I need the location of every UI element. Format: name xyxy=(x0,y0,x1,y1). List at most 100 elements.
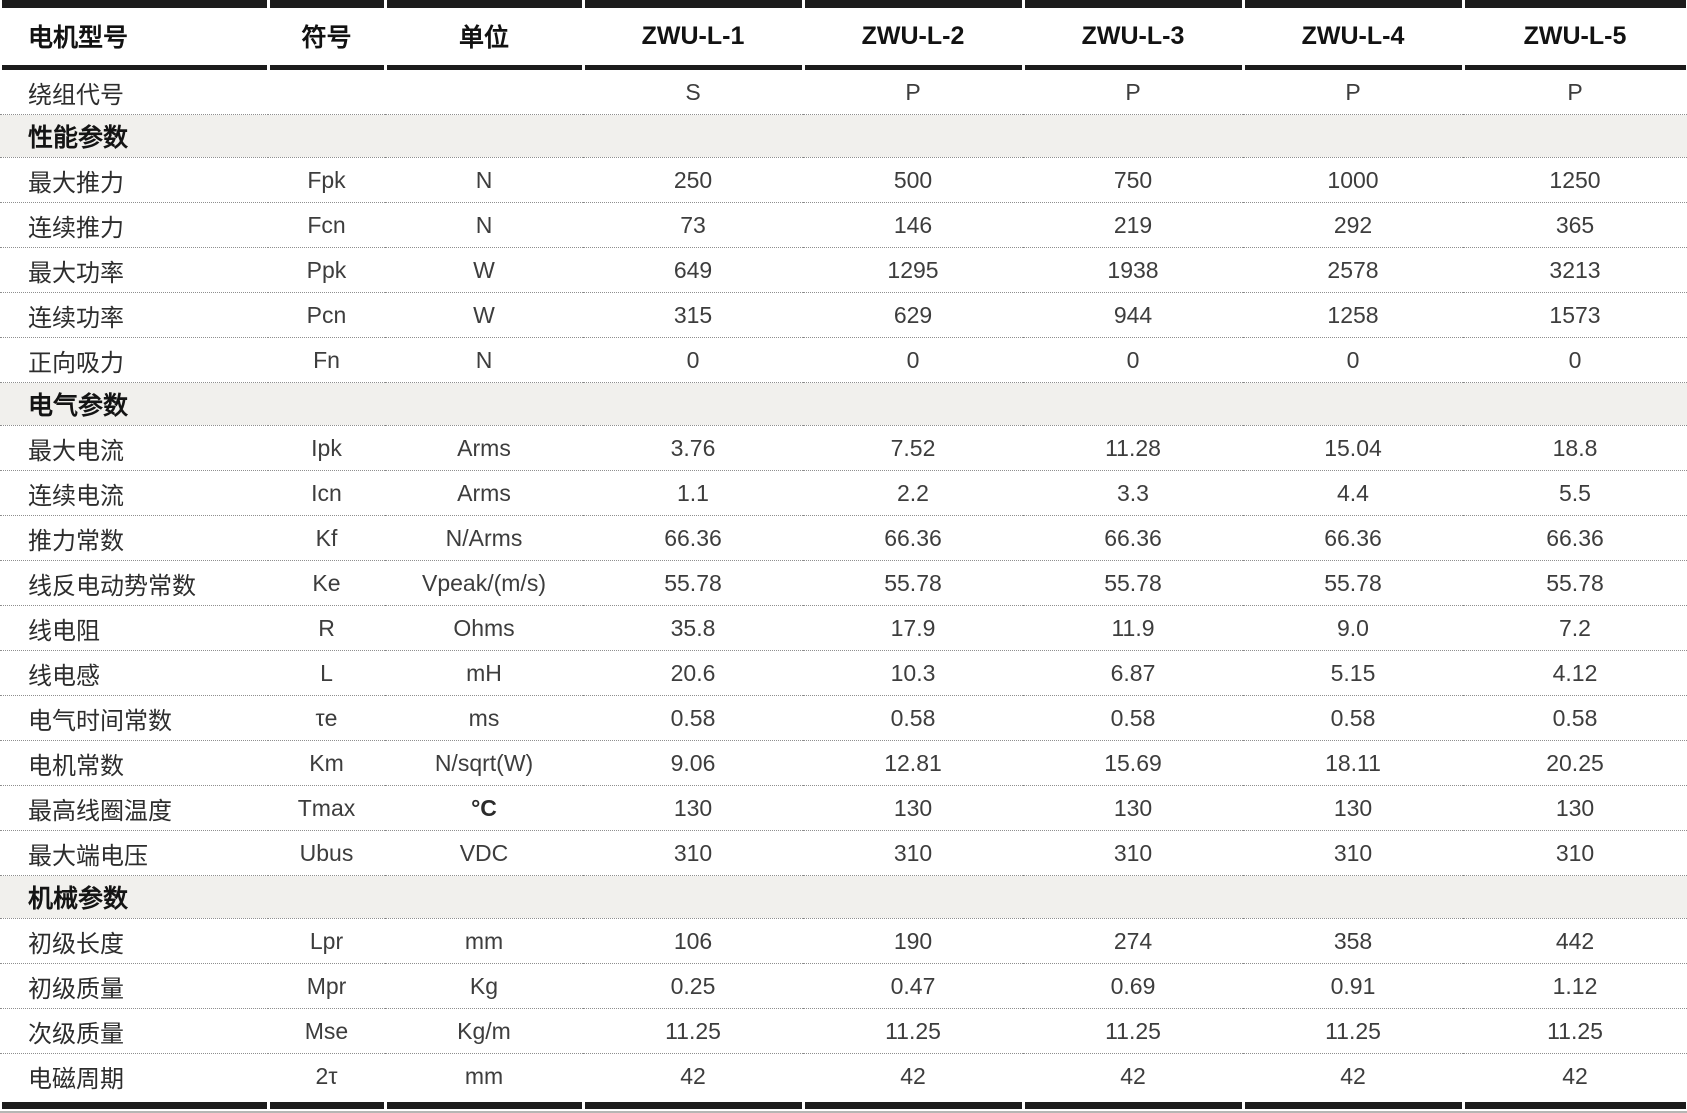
param-value: 4.12 xyxy=(1552,659,1598,686)
table-row: 线反电动势常数 Ke Vpeak/(m/s) 55.78 55.78 55.78 55.78… xyxy=(0,561,1687,606)
param-value: 10.3 xyxy=(890,659,936,686)
param-name: 连续电流 xyxy=(28,482,124,510)
param-value: 73 xyxy=(680,211,706,238)
header-model-zwu-l-5: ZWU-L-5 xyxy=(1463,0,1687,70)
param-value: 6.87 xyxy=(1110,659,1156,686)
param-symbol: Icn xyxy=(311,479,342,506)
param-value: S xyxy=(685,78,701,105)
param-symbol xyxy=(268,70,385,115)
param-symbol: Pcn xyxy=(306,301,347,328)
table-row: 电气时间常数 τe ms 0.58 0.58 0.58 0.58 0.58 xyxy=(0,696,1687,741)
param-value: 66.36 xyxy=(884,524,942,551)
param-unit: ms xyxy=(468,704,500,731)
param-unit: W xyxy=(473,301,495,328)
param-name: 次级质量 xyxy=(28,1020,124,1048)
param-value: 750 xyxy=(1113,166,1153,193)
param-value: P xyxy=(1567,78,1583,105)
param-value: 130 xyxy=(893,794,933,821)
param-value: 17.9 xyxy=(890,614,936,641)
param-symbol: R xyxy=(318,614,335,641)
param-unit: mm xyxy=(464,927,504,954)
param-value: 11.25 xyxy=(885,1017,941,1044)
section-label: 性能参数 xyxy=(0,114,1687,158)
param-value: 190 xyxy=(893,927,933,954)
param-name: 最大推力 xyxy=(28,169,124,197)
param-value: 18.8 xyxy=(1552,434,1598,461)
param-value: 11.9 xyxy=(1111,614,1155,641)
param-value: 66.36 xyxy=(1546,524,1604,551)
param-value: P xyxy=(1345,78,1361,105)
param-unit: N xyxy=(475,211,493,238)
param-unit xyxy=(385,70,583,115)
param-symbol: Tmax xyxy=(297,794,356,821)
table-row: 连续电流 Icn Arms 1.1 2.2 3.3 4.4 5.5 xyxy=(0,471,1687,516)
param-value: 3.3 xyxy=(1117,479,1149,506)
param-value: 11.25 xyxy=(1547,1017,1603,1044)
param-value: 15.04 xyxy=(1324,434,1382,461)
param-value: 42 xyxy=(1023,1053,1243,1109)
param-symbol: Ipk xyxy=(311,434,342,461)
param-name: 电气时间常数 xyxy=(28,707,172,735)
param-value: 1258 xyxy=(1327,301,1379,328)
param-value: 0.58 xyxy=(1110,704,1156,731)
header-model-zwu-l-4: ZWU-L-4 xyxy=(1243,0,1463,70)
param-name: 电磁周期 xyxy=(0,1053,268,1109)
param-value: 7.52 xyxy=(890,434,936,461)
param-value: 0 xyxy=(1568,346,1582,373)
param-value: 12.81 xyxy=(884,749,942,776)
param-value: 219 xyxy=(1113,211,1153,238)
header-row: 电机型号 符号 单位 ZWU-L-1 ZWU-L-2 ZWU-L-3 ZWU-L… xyxy=(0,0,1687,70)
param-value: 0.58 xyxy=(890,704,936,731)
param-value: 42 xyxy=(803,1053,1023,1109)
param-unit: N/Arms xyxy=(445,524,523,551)
param-value: 0.58 xyxy=(670,704,716,731)
param-symbol: Fcn xyxy=(307,211,346,238)
table-row: 线电阻 R Ohms 35.8 17.9 11.9 9.0 7.2 xyxy=(0,606,1687,651)
param-unit: Ohms xyxy=(453,614,515,641)
param-value: 1.12 xyxy=(1552,972,1598,999)
table-row: 初级质量 Mpr Kg 0.25 0.47 0.69 0.91 1.12 xyxy=(0,964,1687,1009)
param-symbol: Fn xyxy=(313,346,340,373)
table-header: 电机型号 符号 单位 ZWU-L-1 ZWU-L-2 ZWU-L-3 ZWU-L… xyxy=(0,0,1687,70)
param-value: 310 xyxy=(1555,839,1595,866)
param-value: 20.25 xyxy=(1546,749,1604,776)
param-value: 0 xyxy=(686,346,700,373)
table-row: 最大端电压 Ubus VDC 310 310 310 310 310 xyxy=(0,831,1687,876)
param-value: 11.25 xyxy=(1325,1017,1381,1044)
param-value: 292 xyxy=(1333,211,1373,238)
param-name: 线电阻 xyxy=(28,617,100,645)
header-motor-model: 电机型号 xyxy=(0,0,268,70)
param-value: 2578 xyxy=(1327,256,1379,283)
param-unit: Arms xyxy=(457,479,511,506)
param-value: 1000 xyxy=(1327,166,1379,193)
param-name: 推力常数 xyxy=(28,527,124,555)
param-name: 线反电动势常数 xyxy=(28,572,196,600)
param-value: 130 xyxy=(1333,794,1373,821)
table-body: 绕组代号 S P P P P 性能参数 最大推力 Fpk N 250 500 750 1000 1250 连续… xyxy=(0,70,1687,1109)
param-value: 315 xyxy=(673,301,713,328)
param-value: 649 xyxy=(673,256,713,283)
table-row: 连续推力 Fcn N 73 146 219 292 365 xyxy=(0,203,1687,248)
param-value: 0.69 xyxy=(1110,972,1156,999)
param-value: 55.78 xyxy=(884,569,942,596)
param-value: 9.06 xyxy=(670,749,716,776)
param-value: 55.78 xyxy=(1546,569,1604,596)
param-unit: N xyxy=(475,166,493,193)
section-label: 电气参数 xyxy=(0,382,1687,426)
param-value: 5.15 xyxy=(1330,659,1376,686)
param-value: 0.58 xyxy=(1552,704,1598,731)
param-name: 连续推力 xyxy=(28,214,124,242)
param-unit: Arms xyxy=(457,434,511,461)
param-value: 42 xyxy=(1463,1053,1687,1109)
param-value: 55.78 xyxy=(1324,569,1382,596)
param-value: 3213 xyxy=(1549,256,1601,283)
param-value: 5.5 xyxy=(1559,479,1591,506)
param-symbol: Km xyxy=(309,749,344,776)
header-model-zwu-l-3: ZWU-L-3 xyxy=(1023,0,1243,70)
param-symbol: Fpk xyxy=(307,166,346,193)
param-value: 11.25 xyxy=(1105,1017,1161,1044)
param-value: 130 xyxy=(1113,794,1153,821)
